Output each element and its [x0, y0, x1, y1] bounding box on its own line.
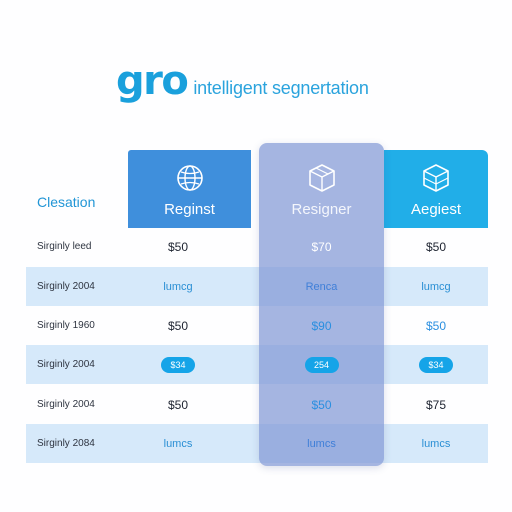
- row-label: Sirginly 2004: [37, 359, 95, 370]
- featured-price-cell: $70: [311, 239, 332, 254]
- plan-name: Aegiest: [410, 200, 462, 218]
- featured-price-badge-cell: 254: [259, 345, 384, 384]
- table-row: Sirginly 2084 lumcs lumcs: [26, 424, 488, 463]
- plan-header-resigner[interactable]: Resigner: [259, 150, 384, 228]
- cube-icon: [423, 163, 449, 192]
- price-cell: $75: [425, 397, 447, 412]
- row-label: Sirginly 2084: [37, 438, 95, 449]
- price-cell: $50: [425, 318, 447, 333]
- table-row: Sirginly leed $50 $50: [26, 227, 488, 266]
- row-label: Sirginly 2004: [37, 399, 95, 410]
- table-row: Sirginly 2004 $50 $75: [26, 385, 488, 424]
- price-badge[interactable]: 254: [304, 356, 339, 373]
- logo-tagline: intelligent segnertation: [193, 78, 369, 98]
- price-cell: $50: [425, 239, 447, 254]
- feature-link[interactable]: lumcg: [163, 280, 193, 293]
- plan-header-reginst[interactable]: Reginst: [128, 150, 251, 228]
- table-row: Sirginly 2004 lumcg lumcg: [26, 267, 488, 306]
- table-row: Sirginly 2004 $34 $34: [26, 345, 488, 384]
- row-label: Sirginly leed: [37, 241, 92, 252]
- featured-feature-link[interactable]: lumcs: [307, 437, 336, 450]
- plan-name: Reginst: [164, 200, 215, 218]
- feature-link[interactable]: lumcs: [421, 437, 451, 450]
- brand-logo[interactable]: gro intelligent segnertation: [116, 58, 369, 104]
- price-cell: $50: [167, 397, 189, 412]
- price-badge[interactable]: $34: [161, 356, 195, 373]
- globe-icon: [176, 164, 203, 191]
- price-badge-cell: $34: [118, 345, 238, 384]
- featured-plan-column[interactable]: [259, 143, 384, 466]
- featured-price-cell: $90: [311, 318, 332, 333]
- plan-header-aegiest[interactable]: Aegiest: [384, 150, 488, 228]
- plan-name: Resigner: [291, 200, 352, 218]
- cube-icon: [308, 163, 335, 192]
- logo-wordmark: gro: [116, 58, 189, 104]
- feature-link[interactable]: lumcg: [421, 280, 451, 293]
- price-badge[interactable]: $34: [419, 356, 453, 373]
- featured-price-cell: $50: [311, 397, 332, 412]
- price-badge-cell: $34: [376, 345, 496, 384]
- price-cell: $50: [167, 239, 189, 254]
- section-title: Clesation: [37, 194, 96, 210]
- row-label: Sirginly 1960: [37, 320, 95, 331]
- row-label: Sirginly 2004: [37, 281, 95, 292]
- price-cell: $50: [167, 318, 189, 333]
- table-row: Sirginly 1960 $50 $50: [26, 306, 488, 345]
- featured-feature-link[interactable]: Renca: [305, 280, 338, 293]
- feature-link[interactable]: lumcs: [163, 437, 193, 450]
